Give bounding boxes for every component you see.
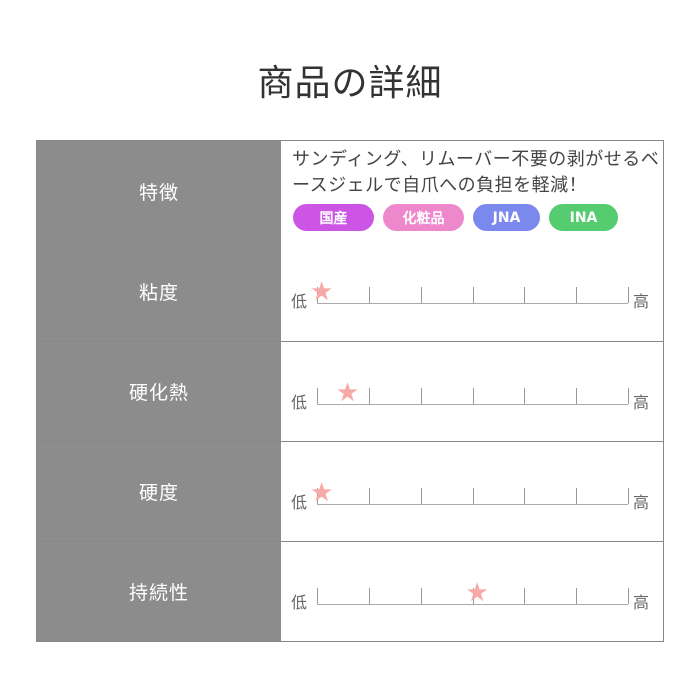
- star-icon: ★: [335, 378, 360, 408]
- scale-low-label: 低: [291, 393, 308, 412]
- scale-tick: [420, 588, 422, 604]
- tag-badge: INA: [549, 204, 618, 231]
- scale-high-label: 高: [633, 393, 650, 412]
- tag-badge: 国産: [293, 204, 374, 231]
- scale-tick: [628, 588, 629, 604]
- scale-tick: [576, 488, 578, 504]
- page-title: 商品の詳細: [257, 63, 443, 104]
- rating-row: 硬化熱 低 ★ 高: [37, 341, 663, 441]
- scale-tick: [524, 588, 526, 604]
- scale-tick: [472, 588, 474, 604]
- feature-description: サンディング、リムーバー不要の剥がせるベースジェルで自爪への負担を軽減！: [292, 149, 660, 196]
- tag-badge: 化粧品: [383, 204, 464, 231]
- scale-tick: [317, 388, 318, 404]
- scale-tick: [628, 388, 629, 404]
- star-icon: ★: [465, 578, 489, 608]
- scale-tick: [524, 388, 526, 404]
- scale-tick: [368, 388, 370, 404]
- row-label: 特徴: [37, 141, 281, 241]
- row-label: 粘度: [37, 241, 281, 341]
- feature-row: 特徴 サンディング、リムーバー不要の剥がせるベースジェルで自爪への負担を軽減！ …: [37, 141, 663, 241]
- scale-tick: [368, 488, 370, 504]
- scale-tick: [472, 287, 474, 303]
- scale-tick: [576, 388, 578, 404]
- rating-scale: ★: [317, 578, 629, 608]
- scale-tick: [524, 488, 526, 504]
- scale-tick: [368, 588, 370, 604]
- rating-scale: ★: [310, 478, 629, 508]
- rating-scale: ★: [317, 378, 629, 408]
- rating-row: 持続性 低 ★ 高: [37, 541, 663, 641]
- star-icon: ★: [310, 478, 334, 508]
- tag-badge: JNA: [473, 204, 540, 231]
- scale-high-label: 高: [633, 292, 650, 311]
- star-icon: ★: [310, 277, 334, 307]
- scale-tick: [576, 588, 578, 604]
- scale-low-label: 低: [291, 493, 308, 512]
- scale-tick: [524, 287, 526, 303]
- rating-scale: ★: [310, 277, 629, 307]
- details-table: 特徴 サンディング、リムーバー不要の剥がせるベースジェルで自爪への負担を軽減！ …: [36, 140, 664, 642]
- scale-tick: [420, 287, 422, 303]
- scale-tick: [472, 388, 474, 404]
- scale-tick: [317, 588, 318, 604]
- scale-tick: [317, 287, 318, 303]
- scale-high-label: 高: [633, 593, 650, 612]
- scale-tick: [420, 388, 422, 404]
- scale-tick: [368, 287, 370, 303]
- row-label: 硬度: [37, 442, 281, 541]
- scale-tick: [472, 488, 474, 504]
- scale-low-label: 低: [291, 593, 308, 612]
- scale-tick: [317, 488, 318, 504]
- scale-tick: [628, 287, 629, 303]
- row-label: 硬化熱: [37, 342, 281, 441]
- scale-low-label: 低: [291, 292, 308, 311]
- scale-tick: [576, 287, 578, 303]
- scale-tick: [628, 488, 629, 504]
- row-label: 持続性: [37, 542, 281, 641]
- scale-high-label: 高: [633, 493, 650, 512]
- rating-row: 粘度 低 ★ 高: [37, 241, 663, 341]
- rating-row: 硬度 低 ★ 高: [37, 441, 663, 541]
- scale-tick: [420, 488, 422, 504]
